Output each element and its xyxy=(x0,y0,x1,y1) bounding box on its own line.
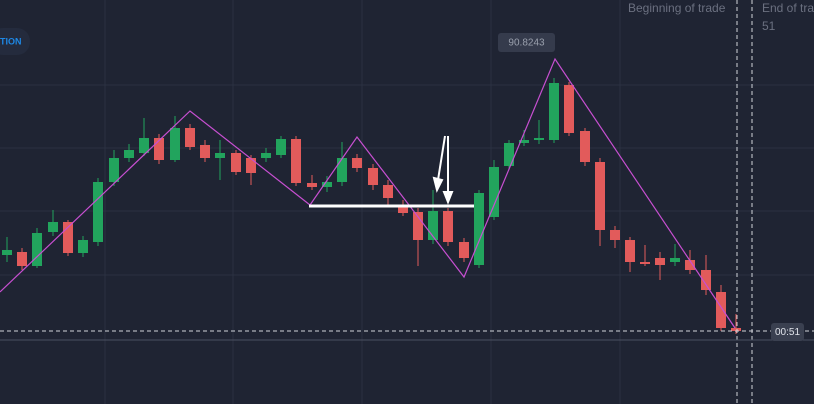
badge[interactable] xyxy=(0,28,30,55)
zigzag-line xyxy=(0,57,736,329)
candle-body xyxy=(139,138,149,153)
candle-body xyxy=(428,211,438,240)
candle-body xyxy=(124,150,134,158)
end-label: End of tra xyxy=(762,1,814,15)
candle-body xyxy=(610,230,620,240)
candle-body xyxy=(63,222,73,253)
candle-body xyxy=(215,153,225,158)
candle-body xyxy=(383,185,393,198)
end-time: 51 xyxy=(762,19,776,33)
candle-body xyxy=(564,85,574,133)
candle-body xyxy=(413,212,423,240)
candles xyxy=(2,78,741,334)
candle-body xyxy=(307,183,317,187)
badge-text[interactable]: TION xyxy=(0,36,22,46)
candle-body xyxy=(276,139,286,155)
candle-body xyxy=(2,250,12,255)
candle-body xyxy=(731,328,741,331)
arrows xyxy=(432,135,454,205)
candle-body xyxy=(231,153,241,172)
timer-box xyxy=(771,323,804,341)
candle-body xyxy=(17,252,27,266)
candle-body xyxy=(595,162,605,230)
candle-body xyxy=(246,158,256,173)
beginning-label: Beginning of trade xyxy=(628,1,726,15)
candle-body xyxy=(549,83,559,140)
candle-body xyxy=(534,138,544,140)
candle-body xyxy=(200,145,210,158)
candle-body xyxy=(78,240,88,253)
candle-body xyxy=(368,168,378,185)
candle-body xyxy=(580,131,590,162)
candle-body xyxy=(185,128,195,147)
candle-body xyxy=(701,270,711,290)
candle-body xyxy=(93,182,103,242)
candle-body xyxy=(352,158,362,168)
candle-body xyxy=(48,222,58,232)
candle-body xyxy=(322,182,332,187)
candle-body xyxy=(474,193,484,265)
candle-body xyxy=(640,262,650,264)
candle-body xyxy=(489,167,499,217)
candle-body xyxy=(291,139,301,183)
candle-body xyxy=(685,260,695,270)
candle-body xyxy=(337,158,347,182)
candle-body xyxy=(154,138,164,160)
price-label: 90.8243 xyxy=(508,38,545,49)
candle-body xyxy=(519,140,529,143)
candle-body xyxy=(625,240,635,262)
candle-body xyxy=(670,258,680,262)
candle-body xyxy=(443,211,453,242)
price-box xyxy=(498,33,555,52)
candle-body xyxy=(109,158,119,182)
candle-body xyxy=(459,242,469,258)
candle-body xyxy=(655,258,665,265)
candle-body xyxy=(504,143,514,166)
timer-label: 00:51 xyxy=(775,327,800,338)
candle-body xyxy=(398,205,408,213)
candle-body xyxy=(32,233,42,266)
candle-body xyxy=(170,128,180,160)
candle-body xyxy=(261,153,271,158)
candle-body xyxy=(716,292,726,328)
